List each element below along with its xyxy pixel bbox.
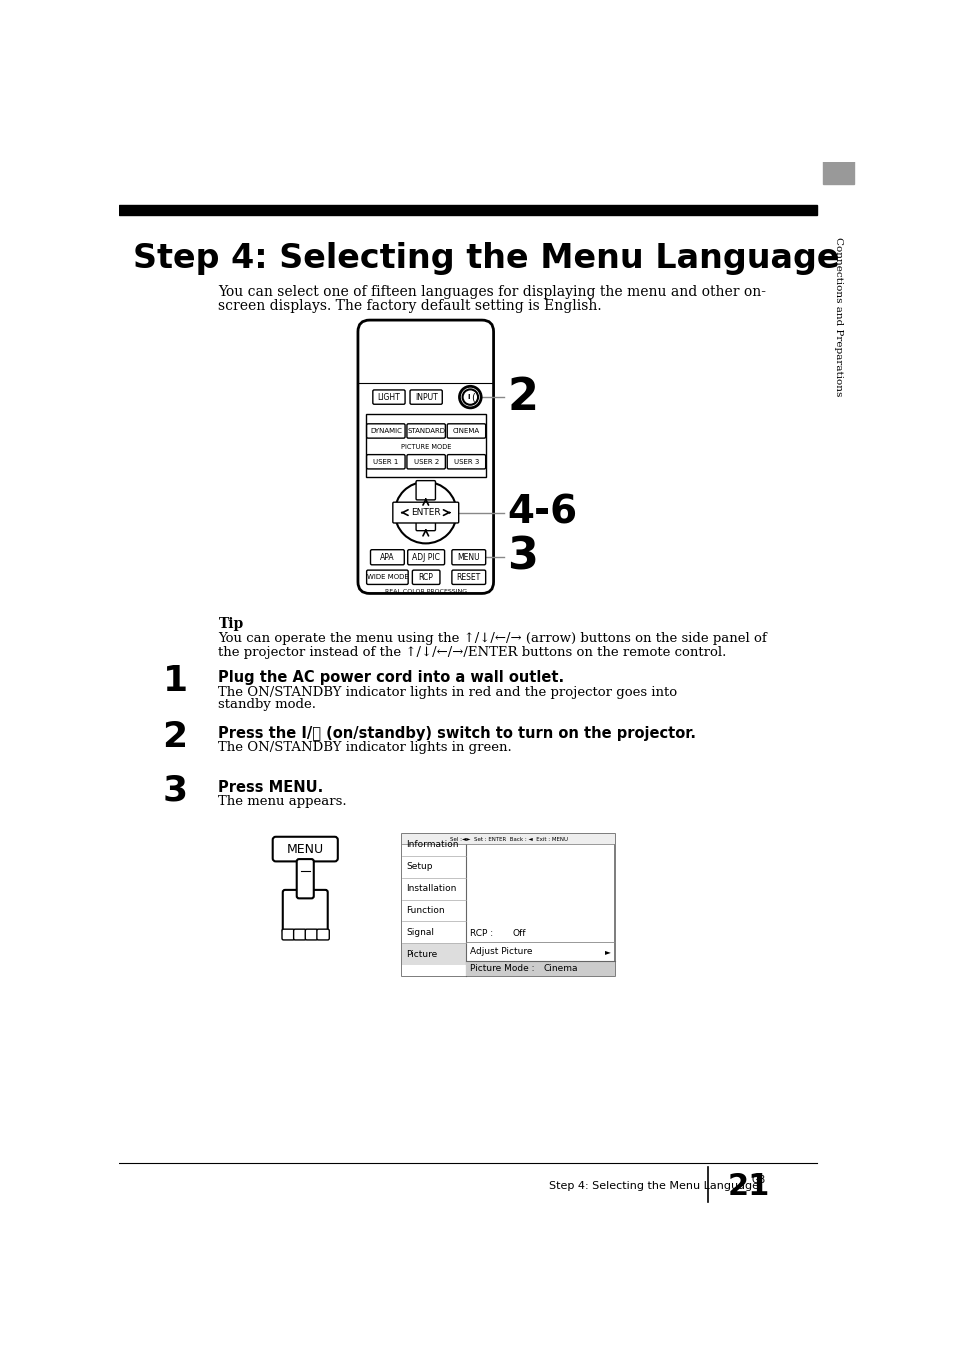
Text: (: ( [471,392,475,402]
FancyBboxPatch shape [410,389,442,404]
Text: CINEMA: CINEMA [453,429,479,434]
Text: LIGHT: LIGHT [377,392,400,402]
Text: Connections and Preparations: Connections and Preparations [833,237,842,396]
Bar [822,0,853,184]
Text: Adjust Picture: Adjust Picture [469,946,532,956]
Text: Cinema: Cinema [542,964,578,973]
Bar [402,834,615,845]
Bar [402,834,615,976]
Bar [465,961,615,976]
Text: 4-6: 4-6 [507,493,578,531]
Text: Picture: Picture [406,950,436,959]
FancyBboxPatch shape [282,929,294,940]
Text: You can operate the menu using the ↑/↓/←/→ (arrow) buttons on the side panel of: You can operate the menu using the ↑/↓/←… [218,631,766,645]
FancyBboxPatch shape [373,389,405,404]
Bar [365,414,485,477]
FancyBboxPatch shape [452,571,485,584]
FancyBboxPatch shape [294,929,306,940]
Text: MENU: MENU [287,842,323,856]
Text: APA: APA [379,553,395,561]
FancyBboxPatch shape [282,890,328,933]
Text: Signal: Signal [406,927,434,937]
Text: Press the I/⏻ (on/standby) switch to turn on the projector.: Press the I/⏻ (on/standby) switch to tur… [218,726,696,741]
FancyBboxPatch shape [447,454,485,469]
Text: Function: Function [406,906,444,915]
Text: 3: 3 [162,773,188,807]
Text: Press MENU.: Press MENU. [218,780,323,795]
Text: RESET: RESET [456,573,480,581]
Text: Picture Mode :: Picture Mode : [469,964,534,973]
Bar [402,944,465,965]
Text: Off: Off [512,929,525,937]
Text: Plug the AC power cord into a wall outlet.: Plug the AC power cord into a wall outle… [218,671,564,685]
Text: You can select one of fifteen languages for displaying the menu and other on-: You can select one of fifteen languages … [218,285,765,299]
Circle shape [459,387,480,408]
FancyBboxPatch shape [393,502,458,523]
FancyBboxPatch shape [316,929,329,940]
Text: Tip: Tip [218,617,243,630]
Text: Step 4: Selecting the Menu Language: Step 4: Selecting the Menu Language [133,242,839,274]
Text: USER 2: USER 2 [413,458,438,465]
Circle shape [462,389,477,404]
Text: ENTER: ENTER [411,508,440,516]
Text: I: I [467,393,469,400]
FancyBboxPatch shape [416,511,435,531]
FancyBboxPatch shape [447,423,485,438]
Text: 2: 2 [162,719,188,753]
Text: 2: 2 [507,376,537,419]
Text: GB: GB [751,1175,765,1186]
Text: The menu appears.: The menu appears. [218,795,347,808]
FancyBboxPatch shape [296,859,314,898]
Text: The ON/STANDBY indicator lights in red and the projector goes into: The ON/STANDBY indicator lights in red a… [218,685,677,699]
Text: 21: 21 [727,1172,769,1201]
Text: WIDE MODE: WIDE MODE [366,575,408,580]
FancyBboxPatch shape [407,454,445,469]
FancyBboxPatch shape [305,929,317,940]
Text: Setup: Setup [406,863,432,871]
FancyBboxPatch shape [416,480,435,500]
Text: DYNAMIC: DYNAMIC [370,429,401,434]
Text: USER 3: USER 3 [454,458,478,465]
Text: The ON/STANDBY indicator lights in green.: The ON/STANDBY indicator lights in green… [218,741,512,754]
Text: INPUT: INPUT [415,392,437,402]
Text: 3: 3 [507,535,537,579]
FancyBboxPatch shape [412,571,439,584]
FancyBboxPatch shape [407,550,444,565]
Text: STANDARD: STANDARD [407,429,445,434]
FancyBboxPatch shape [407,423,445,438]
Text: MENU: MENU [457,553,479,561]
Text: Step 4: Selecting the Menu Language: Step 4: Selecting the Menu Language [549,1182,759,1191]
FancyBboxPatch shape [366,571,408,584]
Text: ADJ PIC: ADJ PIC [412,553,439,561]
Text: USER 1: USER 1 [373,458,398,465]
Text: RCP: RCP [418,573,433,581]
Text: standby mode.: standby mode. [218,698,316,711]
Text: Installation: Installation [406,884,456,894]
Text: PICTURE MODE: PICTURE MODE [400,445,451,450]
Text: RCP :: RCP : [469,929,492,937]
Text: Information: Information [406,840,458,849]
Text: the projector instead of the ↑/↓/←/→/ENTER buttons on the remote control.: the projector instead of the ↑/↓/←/→/ENT… [218,646,726,658]
Text: 1: 1 [162,664,188,698]
Circle shape [395,481,456,544]
FancyBboxPatch shape [452,550,485,565]
Text: REAL COLOR PROCESSING: REAL COLOR PROCESSING [384,588,466,594]
FancyBboxPatch shape [366,454,405,469]
Bar [119,204,816,215]
Text: ►: ► [604,946,610,956]
FancyBboxPatch shape [357,320,493,594]
FancyBboxPatch shape [366,423,405,438]
Bar [402,834,465,976]
Text: Sel :◄►  Set : ENTER  Back : ◄  Exit : MENU: Sel :◄► Set : ENTER Back : ◄ Exit : MENU [449,837,567,841]
FancyBboxPatch shape [273,837,337,861]
FancyBboxPatch shape [370,550,404,565]
Text: screen displays. The factory default setting is English.: screen displays. The factory default set… [218,299,601,314]
